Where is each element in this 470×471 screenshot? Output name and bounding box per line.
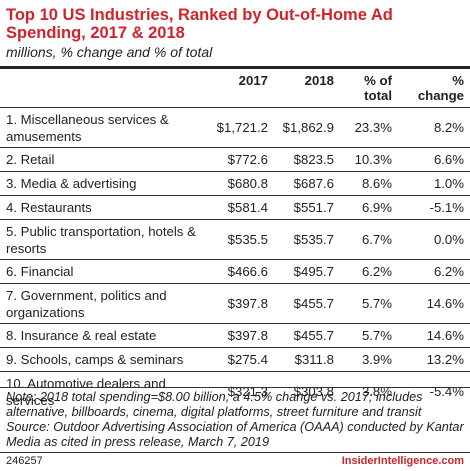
chart-title: Top 10 US Industries, Ranked by Out-of-H… (6, 6, 393, 42)
industry-cell: 9. Schools, camps & seminars (6, 352, 184, 367)
table-row: 8. Insurance & real estate $397.8 $455.7 5.… (0, 323, 470, 348)
value-2018-cell: $303.8 (293, 384, 334, 400)
pct-total-cell: 3.9% (361, 352, 392, 367)
value-2017-cell: $535.5 (227, 232, 268, 247)
industry-cell: 3. Media & advertising (6, 176, 137, 191)
pct-total-cell: 6.9% (361, 200, 392, 215)
table-row: 6. Financial $466.6 $495.7 6.2% 6.2% (0, 259, 470, 284)
table-row: 7. Government, politics and organization… (0, 283, 470, 324)
industry-cell: 6. Financial (6, 264, 74, 279)
table-row: 5. Public transportation, hotels & resor… (0, 219, 470, 260)
pct-change-cell: 14.6% (426, 328, 464, 343)
chart-subtitle: millions, % change and % of total (6, 44, 213, 60)
pct-change-cell: 6.2% (433, 264, 464, 279)
value-2017-cell: $772.6 (227, 152, 268, 167)
value-2018-cell: $1,862.9 (282, 120, 334, 135)
pct-change-cell: -5.4% (429, 384, 464, 400)
header-industry (0, 69, 212, 108)
industry-cell: 2. Retail (6, 152, 55, 167)
pct-change-cell: 14.6% (426, 296, 464, 311)
industry-cell: 1. Miscellaneous services & amusements (6, 111, 169, 144)
value-2017-cell: $1,721.2 (216, 120, 268, 135)
value-2017-cell: $680.8 (227, 176, 268, 191)
value-2018-cell: $535.7 (293, 232, 334, 247)
chart-id: 246257 (6, 455, 43, 467)
industry-cell: 5. Public transportation, hotels & resor… (6, 223, 196, 256)
pct-total-cell: 23.3% (354, 120, 392, 135)
pct-change-cell: 1.0% (433, 176, 464, 191)
pct-change-cell: -5.1% (429, 200, 464, 215)
bottom-rule (0, 387, 470, 388)
source-note: Note: 2018 total spending=$8.00 billion,… (6, 390, 464, 449)
pct-change-cell: 8.2% (433, 120, 464, 135)
pct-total-cell: 10.3% (354, 152, 392, 167)
header-pct-change: % change (398, 69, 470, 108)
value-2017-cell: $397.8 (227, 296, 268, 311)
pct-change-cell: 6.6% (433, 152, 464, 167)
header-pct-total: % of total (340, 69, 398, 108)
header-pct-change-label: % change (417, 73, 464, 103)
industry-cell: 8. Insurance & real estate (6, 328, 157, 343)
header-row: 2017 2018 % of total % change (0, 69, 470, 108)
pct-change-cell: 0.0% (433, 232, 464, 247)
brand-logo: InsiderIntelligence.com (341, 455, 464, 467)
pct-total-cell: 5.7% (361, 328, 392, 343)
value-2018-cell: $823.5 (293, 152, 334, 167)
table-body: 1. Miscellaneous services & amusements $1… (0, 107, 470, 412)
value-2018-cell: $551.7 (293, 200, 334, 215)
table-row: 1. Miscellaneous services & amusements $1… (0, 107, 470, 148)
pct-change-cell: 13.2% (426, 352, 464, 367)
pct-total-cell: 5.7% (361, 296, 392, 311)
value-2017-cell: $466.6 (227, 264, 268, 279)
value-2018-cell: $311.8 (294, 352, 334, 367)
pct-total-cell: 6.2% (361, 264, 392, 279)
header-2017: 2017 (238, 73, 268, 88)
value-2018-cell: $455.7 (293, 328, 334, 343)
data-table: 2017 2018 % of total % change 1. Miscell… (0, 69, 470, 412)
header-2018: 2018 (304, 73, 334, 88)
footer-rule (0, 452, 470, 453)
top-rule (0, 66, 470, 69)
value-2017-cell: $275.4 (227, 352, 268, 367)
pct-total-cell: 3.8% (361, 384, 392, 400)
pct-total-cell: 8.6% (361, 176, 392, 191)
table-row: 9. Schools, camps & seminars $275.4 $311.8… (0, 347, 470, 372)
pct-total-cell: 6.7% (361, 232, 392, 247)
value-2017-cell: $321.3 (227, 384, 268, 400)
value-2018-cell: $495.7 (293, 264, 334, 279)
value-2017-cell: $581.4 (227, 200, 268, 215)
table-row: 2. Retail $772.6 $823.5 10.3% 6.6% (0, 147, 470, 172)
value-2018-cell: $455.7 (293, 296, 334, 311)
header-pct-total-label: % of total (364, 73, 392, 103)
industry-cell: 4. Restaurants (6, 200, 92, 215)
value-2017-cell: $397.8 (227, 328, 268, 343)
table-row: 3. Media & advertising $680.8 $687.6 8.6% 1.… (0, 171, 470, 196)
value-2018-cell: $687.6 (293, 176, 334, 191)
table-row: 4. Restaurants $581.4 $551.7 6.9% -5.1% (0, 195, 470, 220)
industry-cell: 7. Government, politics and organization… (6, 287, 167, 320)
